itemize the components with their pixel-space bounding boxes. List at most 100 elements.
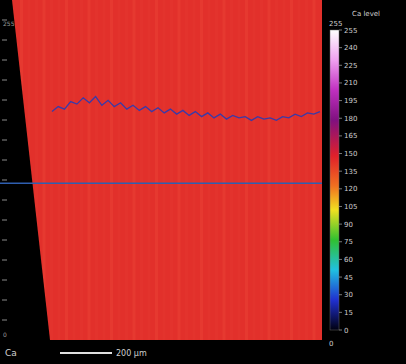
edge-tick (2, 240, 7, 241)
colorbar-label: 60 (344, 256, 353, 264)
texture (73, 0, 76, 340)
image-field (0, 0, 322, 340)
texture (88, 0, 91, 340)
wedge (0, 0, 50, 340)
texture (275, 0, 278, 340)
edge-tick (2, 160, 7, 161)
edge-tick (2, 40, 7, 41)
colorbar-tick (339, 65, 342, 66)
colorbar-tick (339, 135, 342, 136)
texture (170, 0, 173, 340)
baseline (0, 182, 322, 184)
scale-bar-label: 200 μm (116, 349, 147, 358)
colorbar-tick (339, 259, 342, 260)
texture (290, 0, 293, 340)
colorbar-label: 0 (344, 327, 348, 335)
colorbar-tick (339, 82, 342, 83)
texture (185, 0, 188, 340)
edge-tick (2, 220, 7, 221)
texture (283, 0, 286, 340)
edge-tick (2, 300, 7, 301)
texture (50, 0, 53, 340)
texture (193, 0, 196, 340)
texture (58, 0, 61, 340)
colorbar-label: 30 (344, 291, 353, 299)
edge-tick (2, 180, 7, 181)
texture (253, 0, 256, 340)
figure: 2552402252101951801651501351201059075604… (0, 0, 406, 364)
ylim-max: 255 (3, 20, 15, 27)
colorbar-tick (339, 206, 342, 207)
edge-tick (2, 260, 7, 261)
texture (163, 0, 166, 340)
colorbar-tick (339, 171, 342, 172)
colorbar-label: 105 (344, 203, 357, 211)
channel-label: Ca (5, 348, 17, 358)
texture (260, 0, 263, 340)
colorbar-tick (339, 153, 342, 154)
colorbar-title: Ca level (352, 10, 380, 18)
texture (110, 0, 113, 340)
colorbar-tick (339, 312, 342, 313)
colorbar-tick (339, 30, 342, 31)
edge-tick (2, 120, 7, 121)
texture (208, 0, 211, 340)
texture (118, 0, 121, 340)
texture (268, 0, 271, 340)
colorbar-tick (339, 188, 342, 189)
colorbar-tick (339, 330, 342, 331)
texture (103, 0, 106, 340)
colorbar-label: 120 (344, 185, 357, 193)
colorbar-tick (339, 277, 342, 278)
colorbar (330, 30, 339, 330)
colorbar-label: 150 (344, 150, 357, 158)
colorbar-tick (339, 224, 342, 225)
edge-tick (2, 140, 7, 141)
edge-tick (2, 280, 7, 281)
texture (125, 0, 128, 340)
colorbar-max: 255 (329, 20, 342, 28)
colorbar-label: 165 (344, 132, 357, 140)
colorbar-tick (339, 118, 342, 119)
colorbar-tick (339, 241, 342, 242)
edge-tick (2, 60, 7, 61)
texture (95, 0, 98, 340)
texture (238, 0, 241, 340)
colorbar-label: 240 (344, 44, 357, 52)
colorbar-label: 75 (344, 238, 353, 246)
colorbar-label: 255 (344, 27, 357, 35)
ylim-min: 0 (3, 331, 7, 338)
texture (178, 0, 181, 340)
colorbar-label: 210 (344, 79, 357, 87)
texture (200, 0, 203, 340)
colorbar-label: 15 (344, 309, 353, 317)
texture (148, 0, 151, 340)
colorbar-tick (339, 100, 342, 101)
root: 2552402252101951801651501351201059075604… (0, 0, 406, 364)
colorbar-label: 180 (344, 115, 357, 123)
texture (140, 0, 143, 340)
colorbar-label: 195 (344, 97, 357, 105)
texture (305, 0, 308, 340)
colorbar-tick (339, 294, 342, 295)
colorbar-label: 225 (344, 62, 357, 70)
colorbar-min: 0 (329, 340, 333, 348)
colorbar-tick (339, 47, 342, 48)
texture (230, 0, 233, 340)
texture (155, 0, 158, 340)
texture (80, 0, 83, 340)
edge-tick (2, 200, 7, 201)
edge-tick (2, 80, 7, 81)
colorbar-label: 135 (344, 168, 357, 176)
colorbar-label: 90 (344, 221, 353, 229)
edge-tick (2, 100, 7, 101)
edge-tick (2, 320, 7, 321)
plot (0, 97, 322, 184)
colorbar-label: 45 (344, 274, 353, 282)
texture (133, 0, 136, 340)
trace (52, 97, 320, 121)
scale-bar (60, 352, 112, 354)
texture (298, 0, 301, 340)
texture (215, 0, 218, 340)
texture (313, 0, 316, 340)
